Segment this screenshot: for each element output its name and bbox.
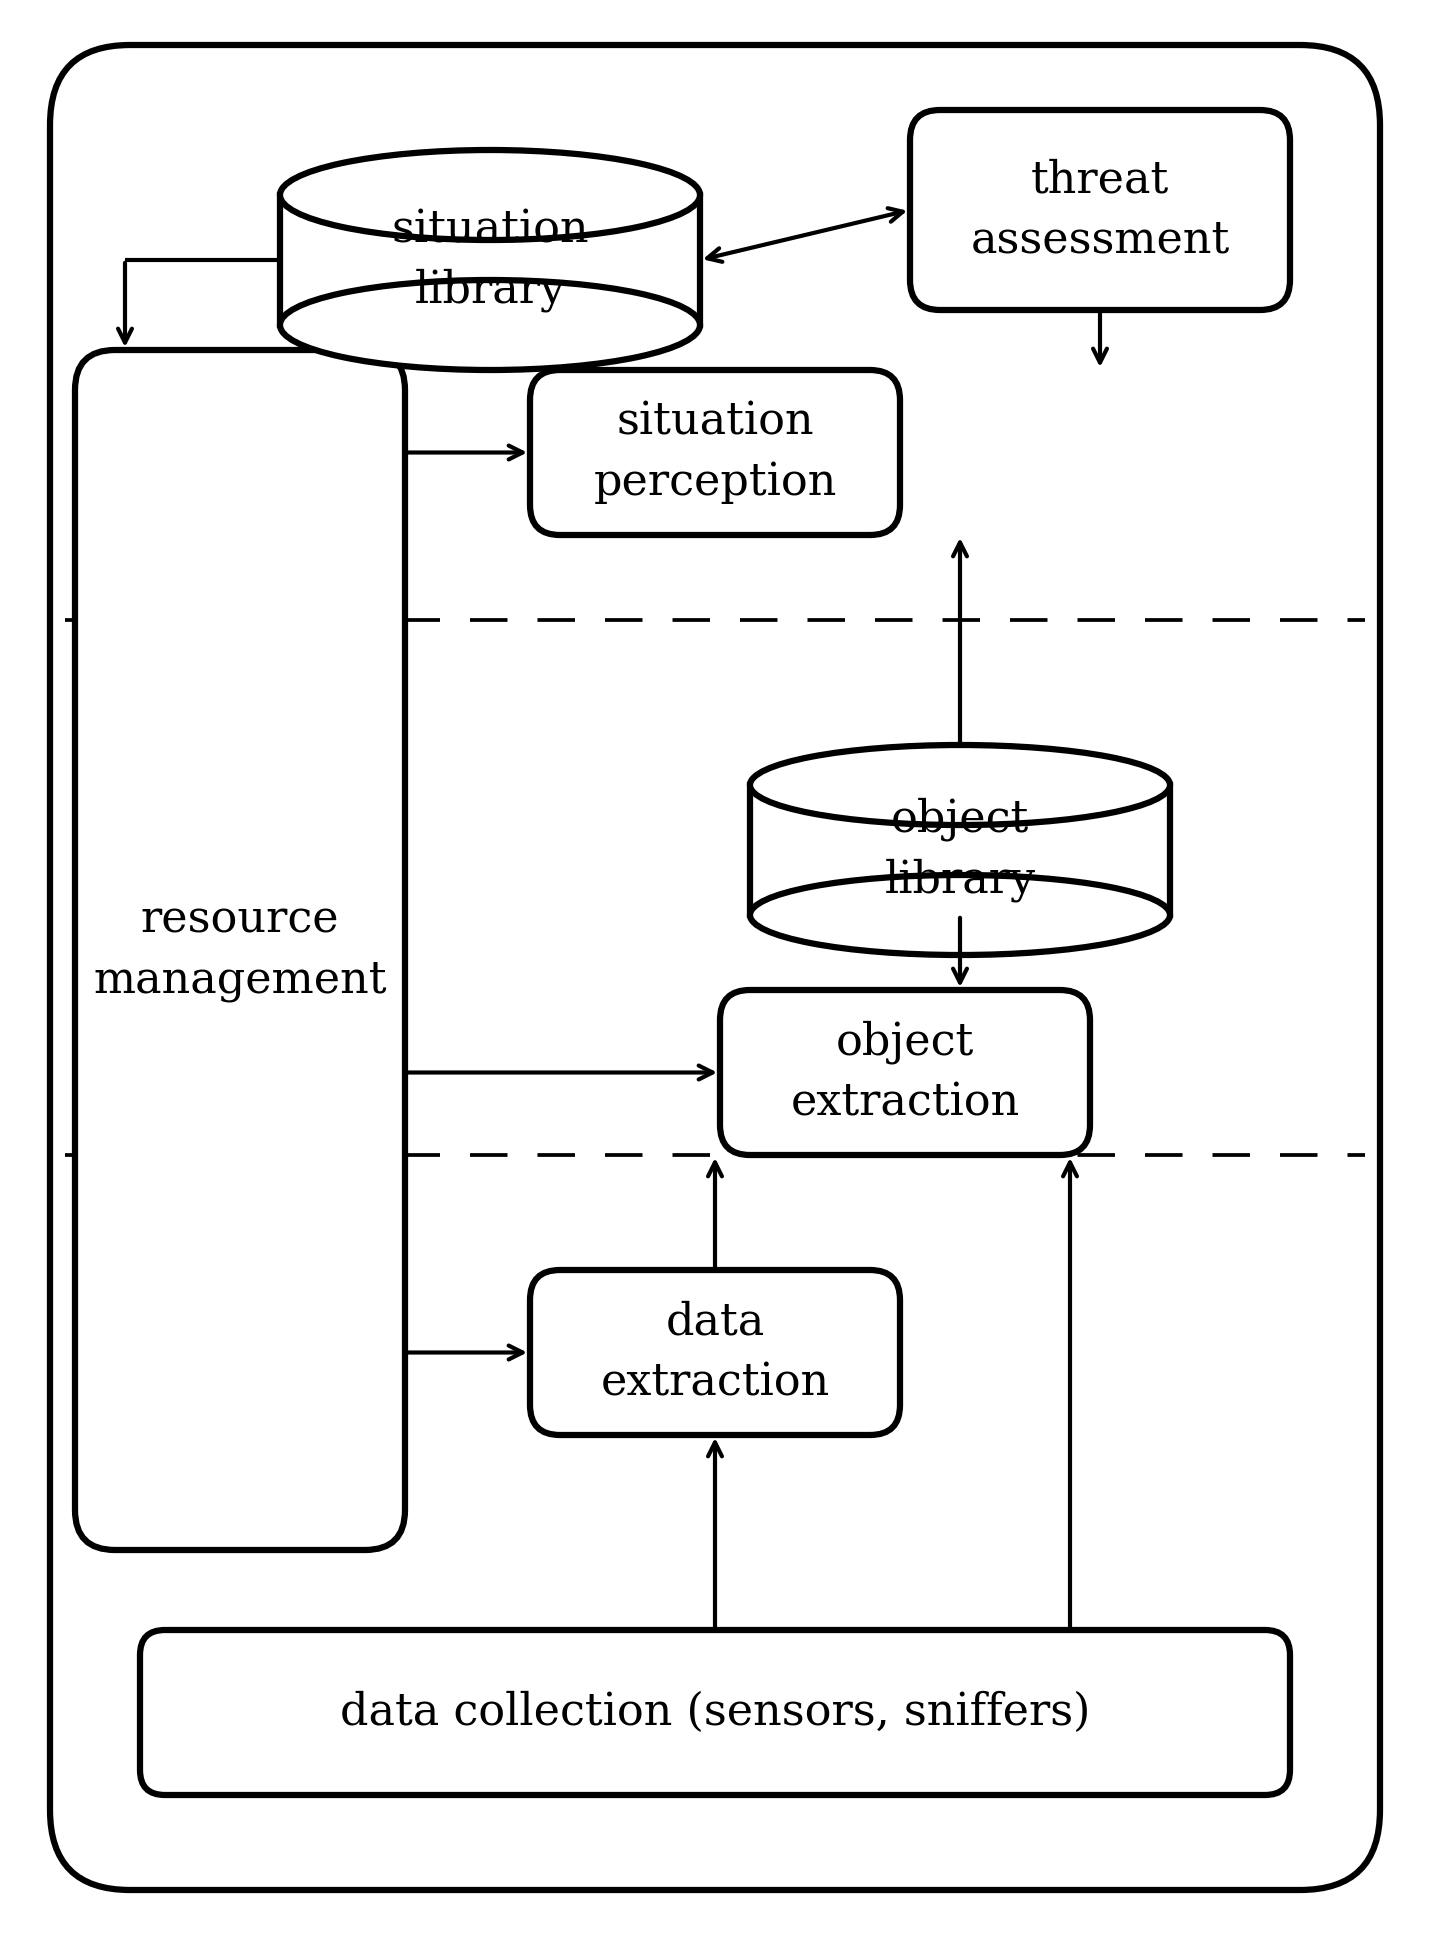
Text: threat
assessment: threat assessment — [970, 159, 1230, 262]
Text: object
library: object library — [884, 798, 1036, 903]
Bar — [280, 196, 700, 326]
FancyBboxPatch shape — [50, 45, 1380, 1890]
FancyBboxPatch shape — [720, 990, 1091, 1155]
Ellipse shape — [280, 279, 700, 370]
FancyBboxPatch shape — [139, 1630, 1290, 1795]
Text: data
extraction: data extraction — [601, 1300, 829, 1405]
Text: resource
management: resource management — [93, 897, 387, 1002]
FancyBboxPatch shape — [75, 351, 405, 1550]
Text: object
extraction: object extraction — [790, 1021, 1020, 1124]
Text: situation
library: situation library — [391, 207, 589, 312]
FancyBboxPatch shape — [530, 370, 900, 535]
Text: situation
perception: situation perception — [593, 401, 836, 504]
FancyBboxPatch shape — [530, 1269, 900, 1434]
Ellipse shape — [750, 874, 1170, 955]
Ellipse shape — [750, 744, 1170, 826]
Text: data collection (sensors, sniffers): data collection (sensors, sniffers) — [339, 1692, 1091, 1735]
Ellipse shape — [280, 149, 700, 240]
Bar — [750, 785, 1170, 915]
FancyBboxPatch shape — [910, 110, 1290, 310]
